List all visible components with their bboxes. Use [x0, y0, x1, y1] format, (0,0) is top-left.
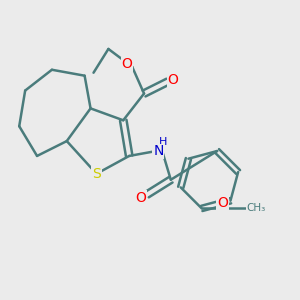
Text: O: O [217, 196, 228, 210]
Text: O: O [168, 73, 178, 87]
Text: H: H [159, 137, 168, 147]
Text: N: N [153, 145, 164, 158]
Text: CH₃: CH₃ [246, 203, 266, 213]
Text: O: O [122, 57, 132, 71]
Text: O: O [136, 191, 146, 205]
Text: S: S [92, 167, 101, 181]
